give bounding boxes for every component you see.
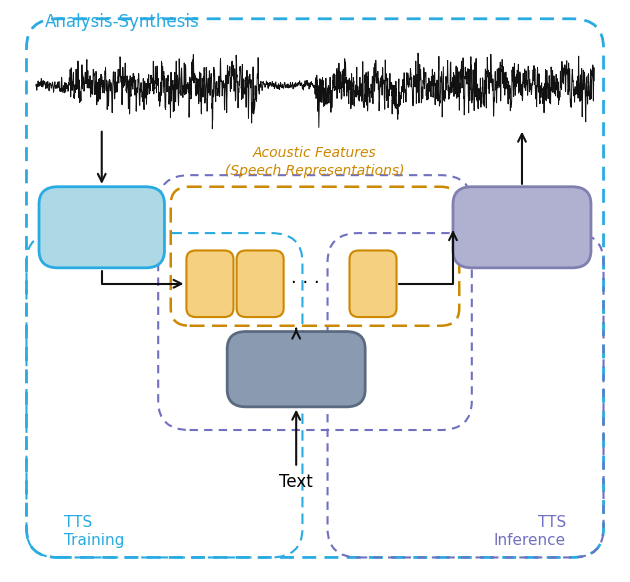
FancyBboxPatch shape xyxy=(453,187,591,268)
Text: $z_2$: $z_2$ xyxy=(251,275,269,293)
FancyBboxPatch shape xyxy=(39,187,164,268)
FancyBboxPatch shape xyxy=(186,250,234,317)
Text: · · ·: · · · xyxy=(291,275,320,293)
FancyBboxPatch shape xyxy=(350,250,396,317)
Text: Synthesis: Synthesis xyxy=(479,218,565,236)
Text: Acoustic Features
(Speech Representations): Acoustic Features (Speech Representation… xyxy=(226,146,404,178)
Text: Prediction: Prediction xyxy=(251,360,341,378)
Text: Analysis: Analysis xyxy=(64,218,139,236)
Text: $z_n$: $z_n$ xyxy=(364,275,382,293)
FancyBboxPatch shape xyxy=(227,332,365,407)
FancyBboxPatch shape xyxy=(237,250,284,317)
Text: TTS
Training: TTS Training xyxy=(64,515,125,548)
Text: TTS
Inference: TTS Inference xyxy=(494,515,566,548)
Text: Analysis-Synthesis: Analysis-Synthesis xyxy=(45,13,200,31)
Text: $z_1$: $z_1$ xyxy=(201,275,219,293)
Text: Text: Text xyxy=(279,473,313,491)
